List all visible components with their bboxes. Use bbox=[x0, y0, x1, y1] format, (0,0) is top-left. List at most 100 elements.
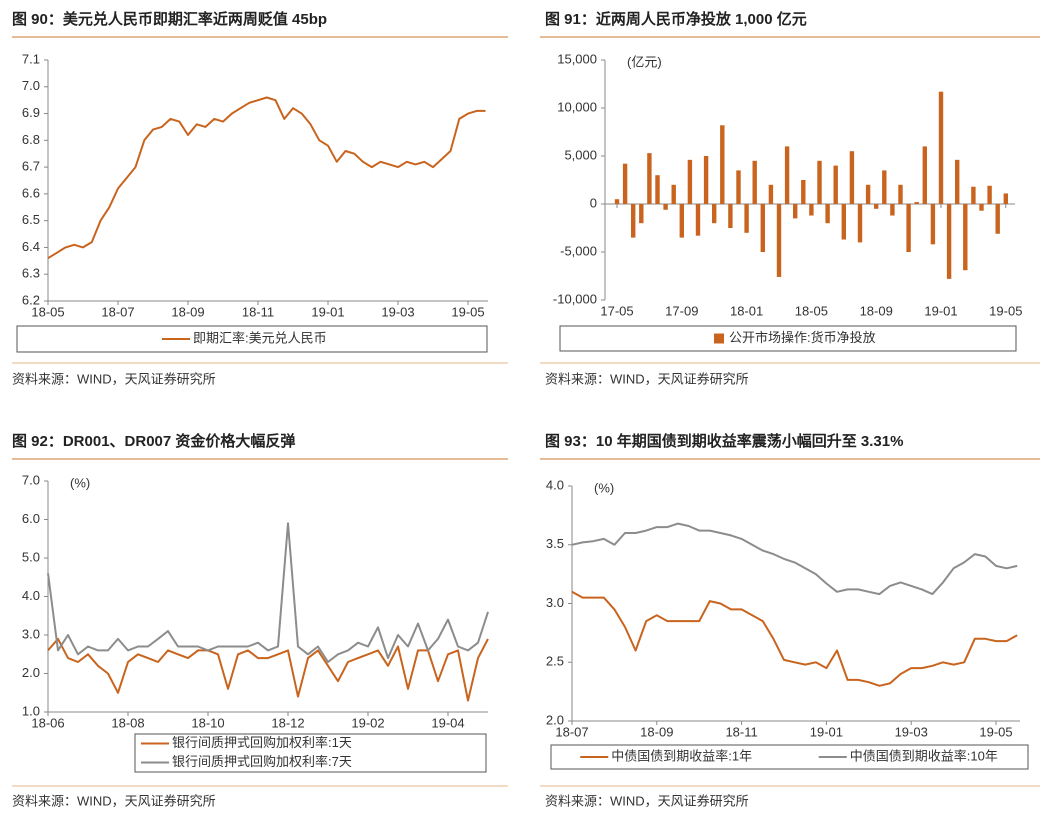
x-tick-label: 19-04 bbox=[431, 715, 464, 730]
y-tick-label: 6.6 bbox=[22, 185, 40, 200]
chart-title: 图 91：近两周人民币净投放 1,000 亿元 bbox=[545, 10, 807, 28]
y-tick-label: 6.8 bbox=[22, 132, 40, 147]
legend-box bbox=[559, 325, 1017, 352]
bar bbox=[776, 204, 782, 277]
legend-box bbox=[134, 733, 487, 773]
y-tick-label: 4.0 bbox=[546, 477, 564, 492]
bar bbox=[914, 202, 919, 204]
bar bbox=[639, 204, 644, 224]
x-tick-label: 18-05 bbox=[31, 304, 64, 319]
x-tick-label: 19-01 bbox=[810, 724, 843, 739]
legend-box bbox=[16, 325, 488, 353]
line-series bbox=[47, 522, 489, 663]
bar bbox=[736, 170, 741, 204]
legend-box bbox=[550, 744, 1029, 770]
chart-title: 图 93：10 年期国债到期收益率震荡小幅回升至 3.31% bbox=[545, 432, 903, 450]
y-tick-label: -10,000 bbox=[553, 291, 597, 306]
y-tick-label: 6.2 bbox=[22, 292, 40, 307]
bar bbox=[938, 91, 944, 204]
x-tick-label: 19-01 bbox=[924, 303, 957, 318]
bar bbox=[963, 204, 968, 271]
x-tick-label: 18-08 bbox=[111, 715, 144, 730]
x-tick-label: 19-02 bbox=[351, 715, 384, 730]
unit-label: (%) bbox=[70, 475, 90, 490]
y-tick-label: 1.0 bbox=[22, 703, 40, 718]
y-tick-label: 0 bbox=[590, 195, 597, 210]
bar bbox=[744, 204, 749, 233]
bar bbox=[849, 151, 855, 204]
x-tick-label: 18-10 bbox=[191, 715, 224, 730]
bar bbox=[655, 175, 660, 204]
y-tick-label: 5.0 bbox=[22, 549, 40, 564]
x-tick-label: 19-05 bbox=[989, 303, 1022, 318]
legend-label: 中债国债到期收益率:1年 bbox=[611, 748, 752, 763]
bar bbox=[663, 204, 668, 210]
y-tick-label: 6.5 bbox=[22, 212, 40, 227]
bar bbox=[898, 184, 903, 204]
bar bbox=[971, 186, 976, 204]
y-tick-label: 6.3 bbox=[22, 266, 40, 281]
bar bbox=[995, 204, 1000, 234]
legend-label: 中债国债到期收益率:10年 bbox=[850, 748, 998, 763]
x-tick-label: 17-09 bbox=[665, 303, 698, 318]
line-series bbox=[571, 590, 1018, 687]
bar bbox=[817, 160, 822, 204]
unit-label: (%) bbox=[594, 480, 614, 495]
x-tick-label: 19-03 bbox=[895, 724, 928, 739]
bar bbox=[728, 204, 733, 228]
legend-swatch bbox=[714, 333, 724, 344]
y-tick-label: 5,000 bbox=[564, 147, 597, 162]
source-note: 资料来源：WIND，天风证券研究所 bbox=[12, 793, 216, 808]
source-note: 资料来源：WIND，天风证券研究所 bbox=[12, 371, 216, 386]
line-series bbox=[47, 96, 486, 260]
bar bbox=[720, 125, 725, 204]
bar bbox=[784, 146, 790, 204]
x-tick-label: 19-05 bbox=[451, 304, 484, 319]
y-tick-label: 3.0 bbox=[546, 595, 564, 610]
bar bbox=[768, 184, 774, 204]
y-tick-label: 6.4 bbox=[22, 239, 40, 254]
chart-title: 图 90：美元兑人民币即期汇率近两周贬值 45bp bbox=[12, 10, 327, 28]
line-series bbox=[571, 522, 1018, 596]
bar bbox=[801, 180, 806, 204]
bar bbox=[647, 153, 652, 204]
bar bbox=[614, 199, 620, 204]
bar bbox=[679, 204, 684, 238]
bar bbox=[712, 204, 717, 224]
x-tick-label: 17-05 bbox=[600, 303, 633, 318]
x-tick-label: 19-03 bbox=[381, 304, 414, 319]
bar bbox=[833, 165, 838, 204]
x-tick-label: 18-11 bbox=[242, 304, 274, 319]
x-tick-label: 18-07 bbox=[555, 724, 588, 739]
chart-title: 图 92：DR001、DR007 资金价格大幅反弹 bbox=[12, 432, 295, 450]
x-tick-label: 18-09 bbox=[640, 724, 673, 739]
x-tick-label: 18-12 bbox=[271, 715, 304, 730]
bar bbox=[825, 204, 830, 224]
y-tick-label: 6.7 bbox=[22, 159, 40, 174]
bar bbox=[703, 156, 709, 204]
y-tick-label: 7.0 bbox=[22, 472, 40, 487]
source-note: 资料来源：WIND，天风证券研究所 bbox=[545, 371, 749, 386]
bar bbox=[760, 204, 765, 252]
bar bbox=[922, 146, 927, 204]
x-tick-label: 18-06 bbox=[31, 715, 64, 730]
y-tick-label: 3.0 bbox=[22, 626, 40, 641]
unit-label: (亿元) bbox=[627, 54, 662, 69]
y-tick-label: 4.0 bbox=[22, 588, 40, 603]
bar bbox=[979, 204, 984, 211]
x-tick-label: 18-11 bbox=[725, 724, 757, 739]
y-tick-label: 15,000 bbox=[557, 51, 597, 66]
bar bbox=[946, 204, 952, 279]
x-tick-label: 18-05 bbox=[795, 303, 828, 318]
y-tick-label: 7.1 bbox=[22, 51, 40, 66]
bar bbox=[687, 159, 693, 204]
bar bbox=[622, 163, 628, 204]
bar bbox=[752, 160, 757, 204]
y-tick-label: 6.0 bbox=[22, 511, 40, 526]
bar bbox=[865, 184, 871, 204]
bar bbox=[874, 204, 879, 209]
x-tick-label: 19-05 bbox=[979, 724, 1012, 739]
x-tick-label: 18-09 bbox=[860, 303, 893, 318]
bar bbox=[793, 204, 798, 219]
